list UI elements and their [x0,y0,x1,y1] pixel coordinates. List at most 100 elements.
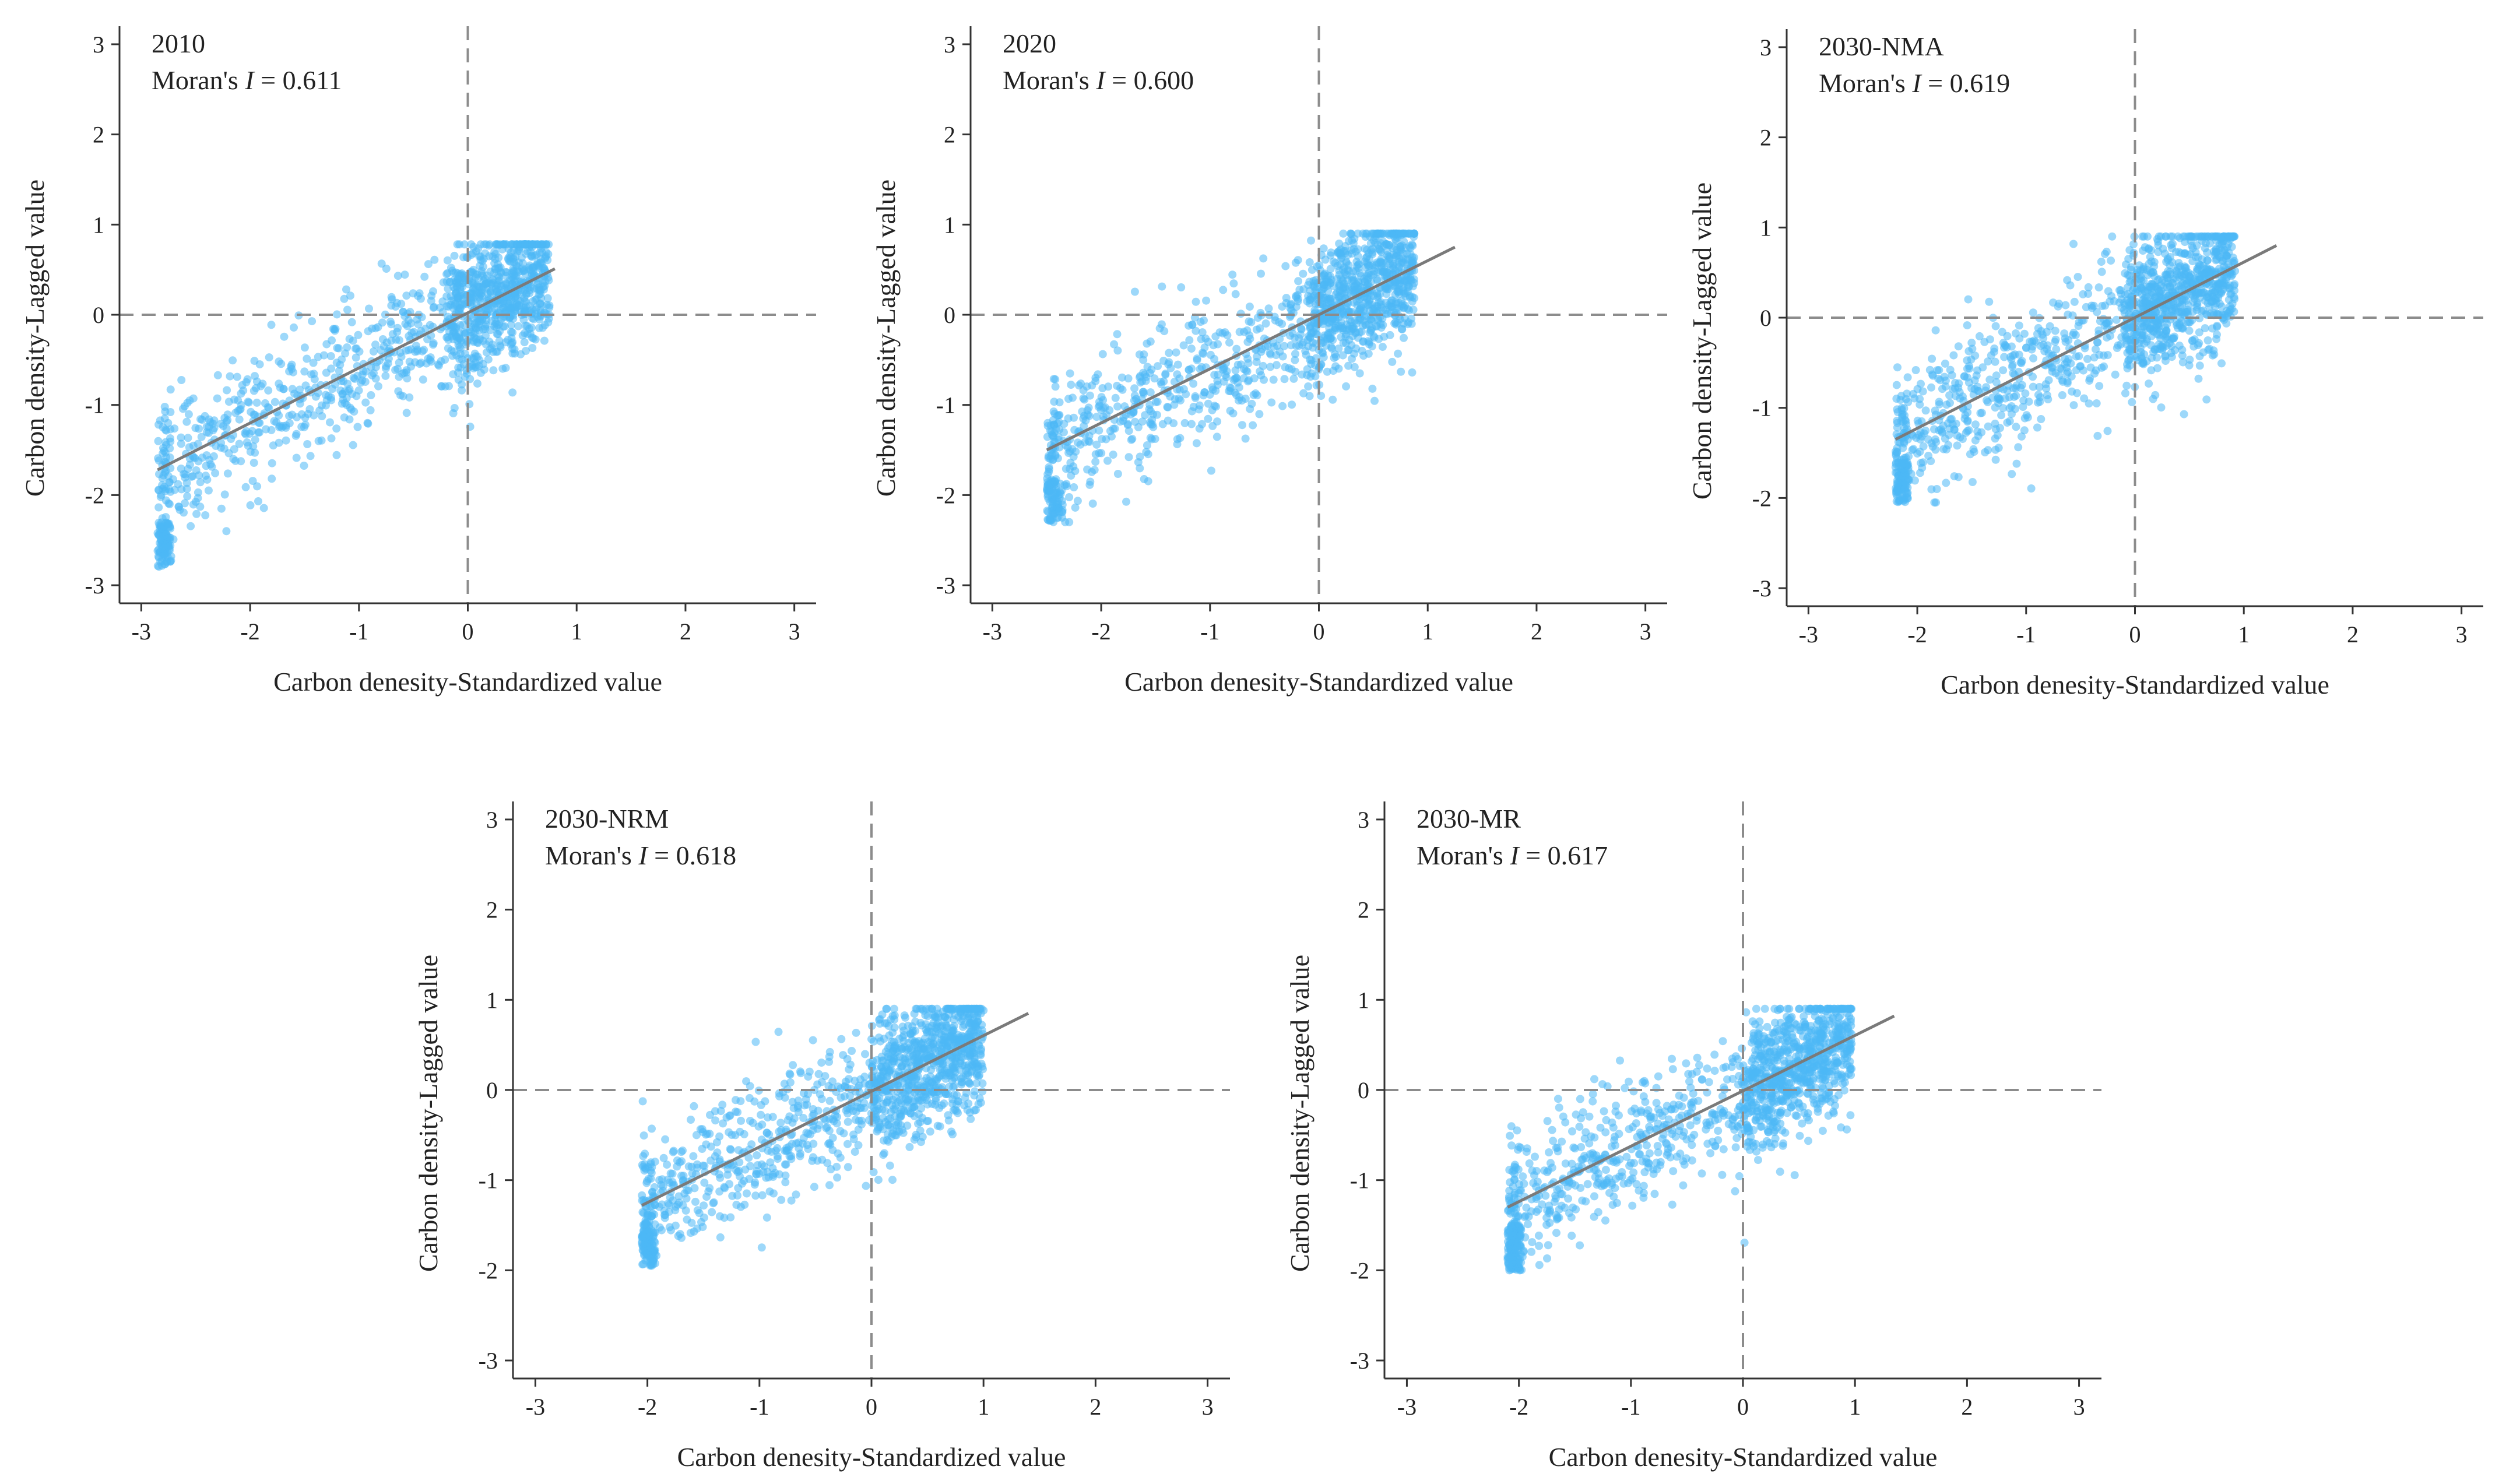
data-point [364,327,372,336]
data-point [2170,332,2178,341]
data-point [1212,402,1220,411]
data-point [177,439,185,448]
data-point [2170,303,2178,312]
data-point [2069,401,2078,410]
data-point [1365,340,1373,349]
moran-symbol: I [244,65,255,95]
data-point [371,340,379,349]
data-point [326,352,335,360]
data-point [402,291,411,300]
data-point [1893,448,1902,456]
data-point [1069,462,1078,471]
data-point [1299,269,1308,278]
data-point [2037,327,2045,336]
data-point [1214,370,1222,379]
data-point [1113,402,1122,411]
data-point [177,376,186,384]
data-point [1363,275,1372,284]
point-cloud [638,1004,988,1270]
point-cloud [153,240,554,571]
data-point [231,456,240,465]
data-point [504,302,513,311]
data-point [465,400,474,409]
data-point [2139,358,2148,367]
data-point [1241,434,1250,443]
data-point [282,436,290,445]
data-point [459,321,468,329]
data-point [1275,318,1284,326]
data-point [397,300,406,308]
data-point [689,1152,698,1161]
data-point [836,1154,845,1162]
data-point [2079,366,2087,375]
data-point [2161,323,2170,332]
data-point [482,348,491,357]
data-point [2029,372,2037,381]
y-axis-title: Carbon density-Lagged value [1687,182,1717,500]
data-point [1400,333,1408,342]
data-point [426,356,434,364]
moran-prefix: Moran's [152,65,245,95]
data-point [182,417,191,426]
data-point [2124,290,2132,298]
data-point [1211,386,1220,395]
data-point [1911,366,1920,374]
data-point [1893,363,1902,372]
data-point [306,452,315,460]
data-point [2045,322,2054,330]
x-tick-label: 1 [1422,618,1433,645]
data-point [347,318,356,326]
data-point [307,370,315,379]
data-point [1326,297,1335,305]
data-point [2079,290,2087,298]
data-point [267,425,276,434]
data-point [249,410,258,419]
data-point [515,258,523,267]
data-point [2066,281,2075,290]
data-point [1927,485,1936,494]
data-point [322,401,330,410]
x-tick-label: -1 [2016,621,2036,648]
data-point [402,346,410,355]
data-point [1084,403,1093,412]
data-point [1127,435,1136,444]
data-point [1113,470,1122,478]
data-point [785,1070,794,1078]
data-point [222,424,231,433]
data-point [528,240,537,249]
data-point [326,393,335,402]
data-point [854,1126,863,1134]
data-point [252,377,261,386]
data-point [1949,351,1958,360]
data-point [1354,264,1363,273]
data-point [1223,331,1232,340]
data-point [1104,382,1113,391]
data-point [1368,324,1376,333]
data-point [185,460,194,469]
data-point [449,409,458,417]
x-tick-label: 2 [680,618,691,645]
data-point [862,1181,870,1190]
data-point [391,365,400,374]
data-point [2205,239,2214,248]
data-point [1091,450,1100,459]
data-point [761,1097,769,1106]
data-point [1903,373,1912,382]
data-point [2145,379,2153,388]
data-point [1344,237,1353,245]
data-point [2020,414,2029,423]
x-tick-label: -1 [1200,618,1219,645]
data-point [226,372,234,381]
data-point [470,333,479,342]
y-axis-title: Carbon density-Lagged value [20,180,50,497]
data-point [1892,381,1901,389]
data-point [399,392,407,400]
data-point [414,320,423,329]
data-point [458,355,466,364]
data-point [479,272,487,280]
data-point [1200,316,1208,325]
data-point [1375,298,1383,307]
y-tick-label: 0 [944,302,955,328]
x-tick-label: -3 [983,618,1002,645]
data-point [2218,276,2227,285]
